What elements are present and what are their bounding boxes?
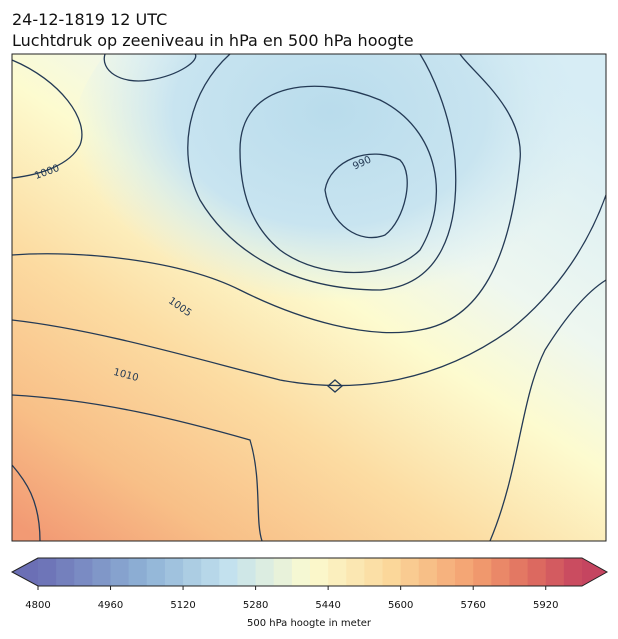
map — [12, 54, 606, 541]
colorbar-tick-label: 5600 — [388, 600, 413, 611]
subtitle: Luchtdruk op zeeniveau in hPa en 500 hPa… — [12, 31, 414, 50]
colorbar-segment — [273, 558, 293, 586]
colorbar-tick-label: 5120 — [170, 600, 195, 611]
colorbar-segment — [74, 558, 93, 586]
colorbar-frame — [10, 557, 609, 587]
colorbar-segment — [128, 558, 148, 586]
colorbar-segment — [328, 558, 347, 586]
colorbar-extend-low — [12, 558, 38, 586]
colorbar-segment — [545, 558, 565, 586]
isobar — [12, 194, 606, 387]
colorbar-tick-label: 5920 — [533, 600, 558, 611]
colorbar-segment — [418, 558, 438, 586]
colorbar-segment — [56, 558, 75, 586]
colorbar-segment — [201, 558, 220, 586]
colorbar: 4800 4960 5120 5280 5440 5600 5760 5920 — [10, 557, 609, 611]
colorbar-label: 500 hPa hoogte in meter — [247, 618, 372, 629]
colorbar-segment — [92, 558, 112, 586]
colorbar-segment — [110, 558, 130, 586]
colorbar-segment — [183, 558, 202, 586]
colorbar-segment — [164, 558, 184, 586]
colorbar-segment — [527, 558, 547, 586]
isobar — [12, 59, 83, 179]
colorbar-segment — [473, 558, 492, 586]
isobar — [12, 394, 263, 541]
colorbar-segment — [219, 558, 238, 586]
colorbar-segment — [491, 558, 510, 586]
colorbar-segment — [291, 558, 311, 586]
colorbar-segment — [400, 558, 420, 586]
colorbar-tick-label: 5280 — [243, 600, 268, 611]
colorbar-segment — [255, 558, 275, 586]
low-area — [70, 54, 590, 340]
isobar — [12, 464, 41, 541]
colorbar-segment — [310, 558, 329, 586]
title: 24-12-1819 12 UTC — [12, 10, 167, 29]
colorbar-segment — [364, 558, 384, 586]
isobar — [103, 54, 197, 82]
isobar — [12, 54, 521, 334]
isobar — [489, 279, 606, 541]
isobar — [327, 379, 343, 393]
colorbar-segment — [237, 558, 257, 586]
map-frame — [11, 53, 607, 542]
colorbar-tick-label: 4800 — [25, 600, 50, 611]
colorbar-segment — [455, 558, 474, 586]
colorbar-segment — [382, 558, 402, 586]
isobar — [324, 153, 408, 239]
colorbar-segment — [346, 558, 365, 586]
colorbar-tick-label: 4960 — [98, 600, 123, 611]
colorbar-segment — [38, 558, 57, 586]
colorbar-tick-label: 5760 — [460, 600, 485, 611]
colorbar-segment — [509, 558, 529, 586]
colorbar-tick-label: 5440 — [315, 600, 340, 611]
colorbar-extend-high — [582, 558, 607, 586]
isobar — [187, 54, 457, 291]
colorbar-segment — [146, 558, 166, 586]
colorbar-segment — [563, 558, 583, 586]
isobar — [239, 85, 437, 274]
colorbar-segment — [436, 558, 456, 586]
